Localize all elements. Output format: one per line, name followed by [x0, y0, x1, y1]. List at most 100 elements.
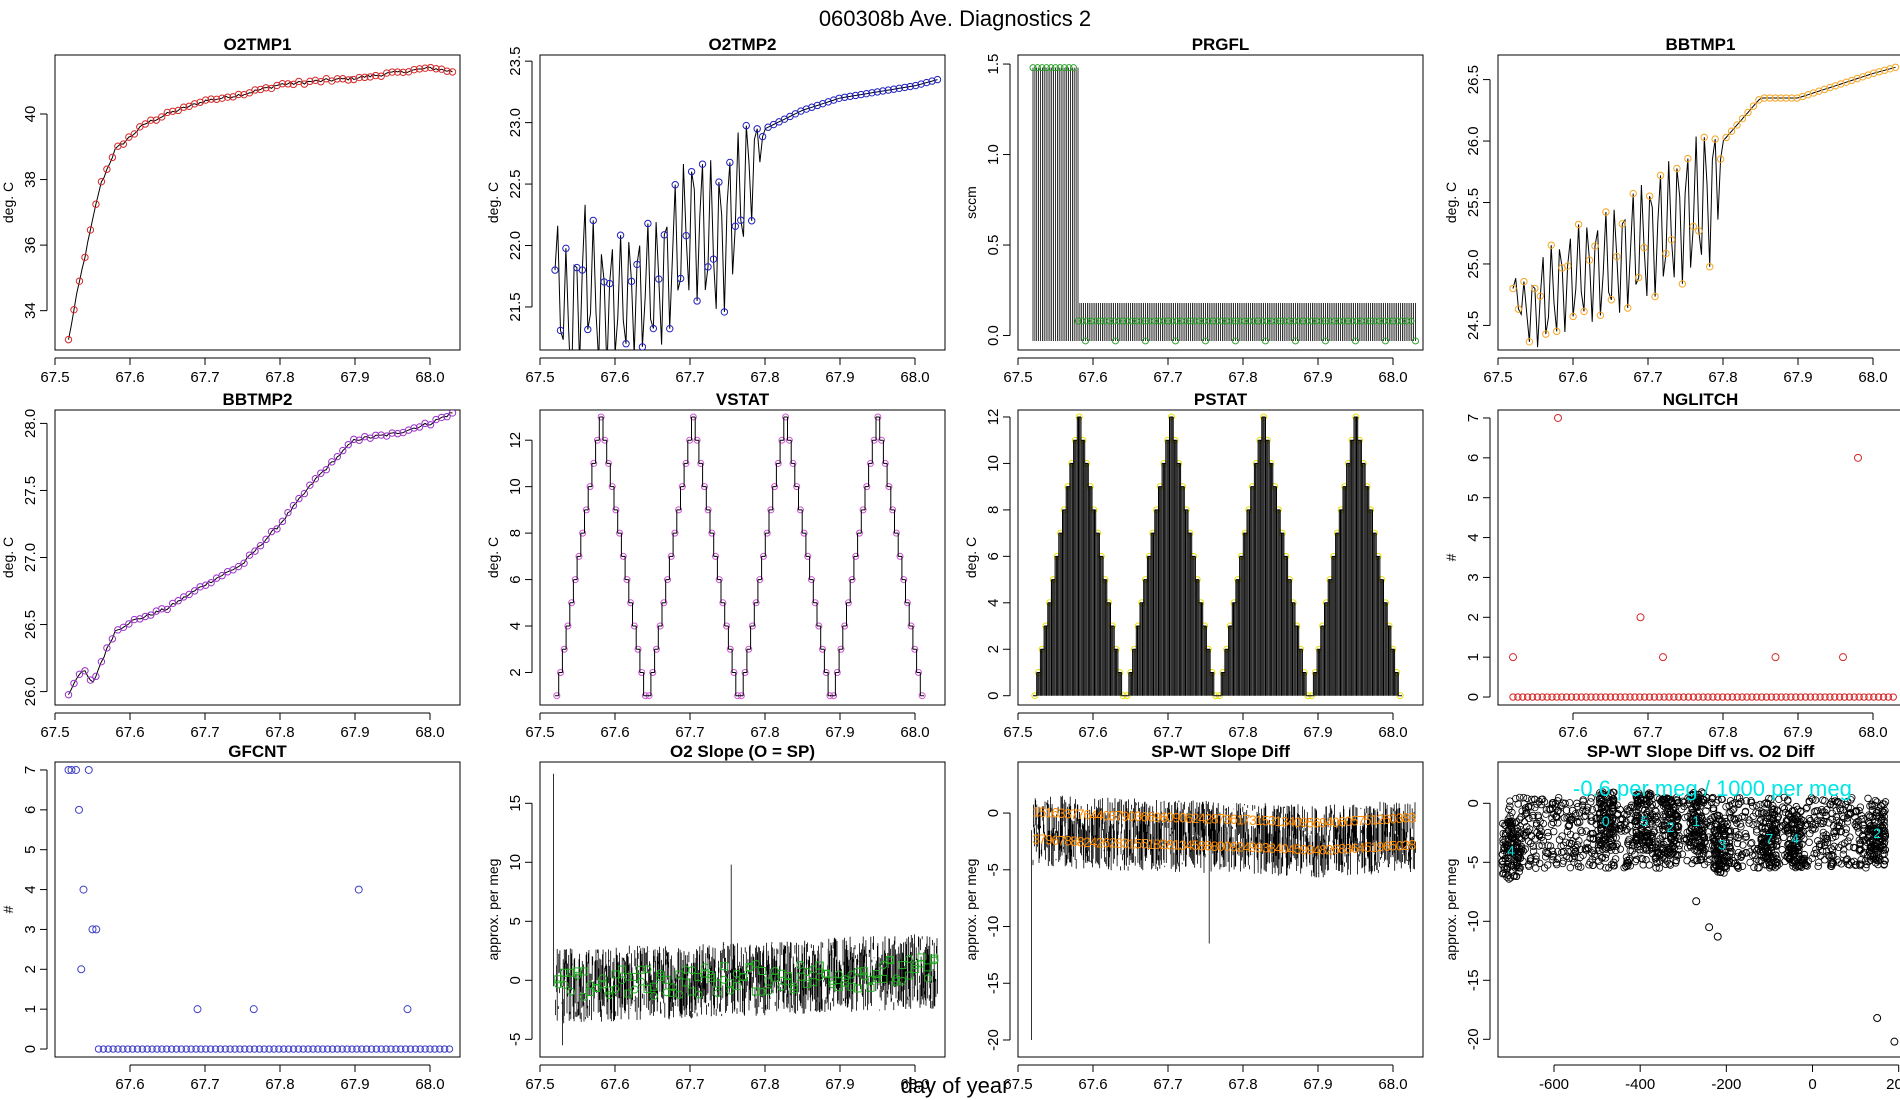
data-point	[1602, 864, 1610, 872]
y-tick-label: 0	[1465, 693, 1482, 701]
data-point	[1599, 801, 1608, 809]
data-point	[1734, 800, 1743, 809]
data-point	[1376, 317, 1383, 325]
data-point	[675, 506, 683, 514]
data-point	[1820, 856, 1829, 864]
data-point	[1655, 693, 1663, 701]
data-point	[1850, 693, 1858, 701]
data-point	[1633, 813, 1641, 821]
data-point	[1696, 799, 1704, 807]
data-point	[1598, 845, 1607, 853]
data-point	[1526, 857, 1535, 865]
data-point	[1628, 828, 1636, 836]
x-tick-label: 68.0	[1858, 724, 1887, 741]
data-point	[1559, 857, 1568, 865]
y-tick-label: 36	[22, 237, 39, 254]
data-point	[366, 73, 374, 81]
y-axis-label: deg. C	[0, 182, 16, 223]
data-point	[1824, 851, 1833, 860]
data-point	[1741, 829, 1750, 838]
data-point-label: 2	[1326, 841, 1334, 857]
data-point	[1602, 208, 1610, 216]
data-point-label: 8	[1402, 810, 1410, 826]
data-point	[840, 93, 849, 101]
data-point-label: 9	[1249, 839, 1257, 855]
y-tick-label: 1.5	[985, 54, 1002, 75]
data-point	[1585, 256, 1594, 264]
data-point	[1865, 693, 1873, 701]
data-point	[1877, 801, 1885, 810]
data-point	[75, 277, 84, 285]
data-point	[1583, 846, 1591, 854]
y-tick-label: 25.5	[1465, 188, 1482, 217]
data-point	[878, 436, 886, 444]
data-point	[1761, 853, 1770, 861]
data-point-label: 4	[1357, 840, 1365, 856]
data-point	[1725, 843, 1733, 852]
data-point	[923, 974, 932, 983]
data-point	[862, 89, 871, 98]
x-tick-label: 0	[1808, 1076, 1816, 1093]
data-point	[686, 436, 694, 444]
data-point	[1403, 317, 1410, 325]
data-point	[844, 599, 852, 607]
data-point	[1822, 806, 1831, 814]
data-point	[918, 692, 926, 700]
data-point	[1840, 814, 1848, 822]
data-point	[187, 1045, 195, 1053]
data-point	[236, 1045, 244, 1053]
y-tick-label: 0	[985, 809, 1002, 817]
x-tick-label: 67.9	[1303, 724, 1332, 741]
data-point-label: 0	[1294, 814, 1302, 830]
data-point	[1567, 815, 1575, 824]
data-point	[153, 1045, 161, 1053]
data-point	[1651, 292, 1659, 301]
y-tick-label: -15	[985, 972, 1002, 994]
data-point	[611, 985, 620, 994]
data-point	[616, 529, 624, 537]
data-point-label: 9	[1230, 838, 1238, 854]
cluster-label: 2	[1666, 819, 1674, 835]
data-point	[1570, 852, 1579, 861]
data-point	[1650, 693, 1659, 701]
data-point-label: 2	[1236, 839, 1244, 855]
data-point	[1713, 932, 1722, 941]
data-point	[796, 506, 804, 514]
data-point	[1739, 841, 1747, 849]
data-point	[1382, 337, 1389, 345]
y-tick-label: 25.0	[1465, 249, 1482, 278]
data-point	[328, 458, 336, 466]
data-point	[1286, 317, 1293, 325]
data-point	[1855, 693, 1863, 701]
data-point	[1792, 826, 1800, 835]
data-point	[143, 1045, 151, 1053]
panel-title: SP-WT Slope Diff	[1151, 742, 1290, 761]
data-point	[343, 1045, 351, 1053]
data-point	[1532, 852, 1540, 860]
y-tick-label: 4	[507, 622, 524, 630]
data-point	[207, 95, 215, 103]
data-point	[403, 1005, 412, 1014]
data-point	[1522, 806, 1530, 814]
data-point-label: 6	[1383, 811, 1391, 827]
data-point	[1768, 821, 1777, 830]
data-point	[1830, 829, 1838, 838]
data-point	[1817, 817, 1825, 825]
data-point	[579, 529, 587, 537]
data-point	[1705, 923, 1714, 932]
y-tick-label: 5	[22, 846, 39, 854]
data-point	[1658, 799, 1667, 807]
data-point	[1869, 69, 1878, 77]
regression-annotation: -0.6 per meg / 1000 per meg	[1573, 776, 1852, 801]
data-point-label: 8	[1319, 842, 1327, 858]
data-point	[1606, 693, 1615, 701]
data-point	[1529, 847, 1538, 856]
y-tick-label: 21.5	[507, 292, 524, 321]
data-point	[892, 529, 900, 537]
x-tick-label: 67.5	[525, 369, 554, 386]
data-point-label: 3	[1064, 805, 1072, 821]
data-point	[260, 1045, 268, 1053]
data-point	[1250, 317, 1257, 325]
data-point-label: 3	[1058, 805, 1066, 821]
